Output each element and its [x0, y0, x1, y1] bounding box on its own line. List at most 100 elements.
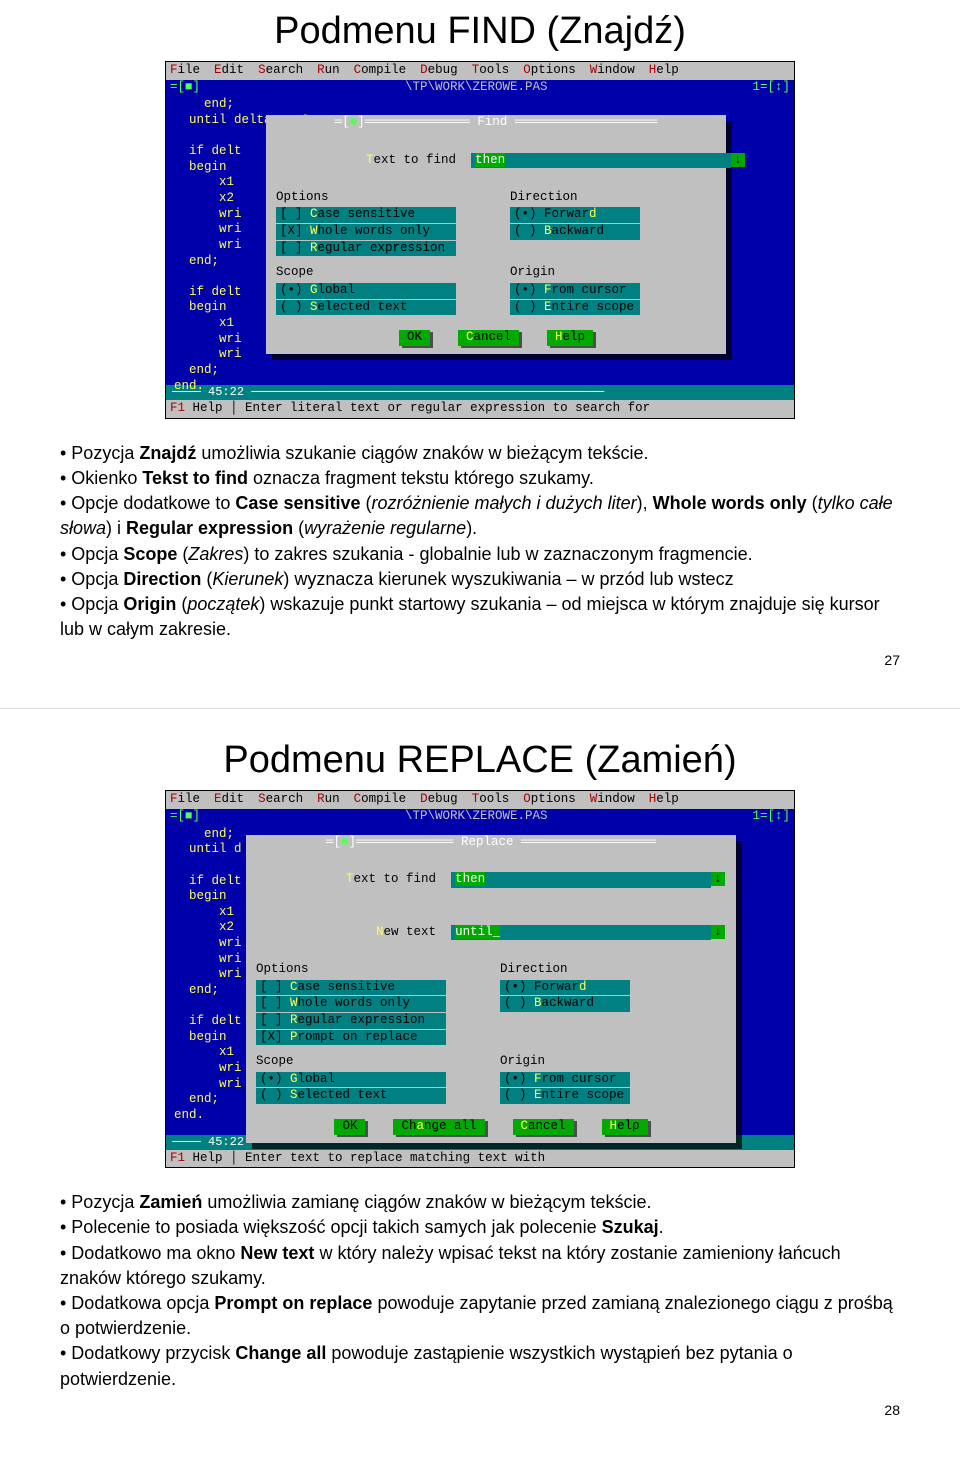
divider: [0, 708, 960, 709]
help-line: F1 Help │ Enter literal text or regular …: [166, 400, 794, 418]
menu-options[interactable]: Options: [523, 63, 576, 79]
title-bar: =[■] \TP\WORK\ZEROWE.PAS 1=[↕]: [166, 80, 794, 96]
options-group: Options [ ] Case sensitive[ ] Whole word…: [256, 962, 446, 1046]
window-max[interactable]: 1=[↕]: [752, 80, 790, 96]
change-all-button[interactable]: Change all: [393, 1119, 484, 1135]
option-item[interactable]: (•) Global: [256, 1072, 446, 1088]
title-bar: =[■] \TP\WORK\ZEROWE.PAS 1=[↕]: [166, 809, 794, 825]
menu-compile[interactable]: Compile: [354, 792, 407, 808]
page-title: Podmenu REPLACE (Zamień): [0, 739, 960, 782]
desc-line: • Polecenie to posiada większość opcji t…: [60, 1215, 900, 1240]
menu-help[interactable]: Help: [649, 63, 679, 79]
menu-file[interactable]: File: [170, 63, 200, 79]
replace-dialog: ═[■]═════════════ Replace ══════════════…: [246, 835, 736, 1143]
option-item[interactable]: [ ] Case sensitive: [256, 980, 446, 996]
option-item[interactable]: ( ) Backward: [500, 996, 630, 1012]
menu-search[interactable]: Search: [258, 63, 303, 79]
history-icon[interactable]: ↓: [711, 872, 725, 886]
menu-debug[interactable]: Debug: [420, 63, 458, 79]
option-item[interactable]: ( ) Backward: [510, 224, 640, 240]
code-line: end;: [174, 363, 786, 379]
option-item[interactable]: ( ) Selected text: [276, 300, 456, 316]
desc-line: • Pozycja Znajdź umożliwia szukanie ciąg…: [60, 441, 900, 466]
option-item[interactable]: [ ] Regular expression: [276, 241, 456, 257]
origin-group: Origin (•) From cursor( ) Entire scope: [500, 1054, 630, 1105]
window-max[interactable]: 1=[↕]: [752, 809, 790, 825]
slide-replace: Podmenu REPLACE (Zamień) File Edit Search R…: [0, 739, 960, 1417]
desc-line: • Opcja Direction (Kierunek) wyznacza ki…: [60, 567, 900, 592]
scope-group: Scope (•) Global( ) Selected text: [256, 1054, 446, 1105]
menu-bar: File Edit Search Run Compile Debug Tools Option…: [166, 791, 794, 809]
option-item[interactable]: ( ) Entire scope: [510, 300, 640, 316]
option-item[interactable]: [ ] Whole words only: [256, 996, 446, 1012]
menu-window[interactable]: Window: [590, 792, 635, 808]
description: • Pozycja Znajdź umożliwia szukanie ciąg…: [0, 431, 960, 653]
direction-group: Direction (•) Forward( ) Backward: [500, 962, 630, 1046]
find-dialog: ═[■]══════════════ Find ════════════════…: [266, 115, 726, 354]
menu-debug[interactable]: Debug: [420, 792, 458, 808]
new-text-input[interactable]: until_: [451, 925, 711, 941]
option-item[interactable]: (•) From cursor: [510, 283, 640, 299]
dialog-titlebar: ═[■]══════════════ Find ════════════════…: [266, 115, 726, 131]
dialog-titlebar: ═[■]═════════════ Replace ══════════════…: [246, 835, 736, 851]
window-close-icon[interactable]: =[■]: [170, 809, 200, 825]
ok-button[interactable]: OK: [399, 330, 430, 346]
option-item[interactable]: (•) Forward: [510, 207, 640, 223]
desc-line: • Okienko Tekst to find oznacza fragment…: [60, 466, 900, 491]
desc-line: • Dodatkowa opcja Prompt on replace powo…: [60, 1291, 900, 1341]
help-button[interactable]: Help: [602, 1119, 648, 1135]
history-icon[interactable]: ↓: [711, 925, 725, 939]
option-item[interactable]: [ ] Case sensitive: [276, 207, 456, 223]
close-icon[interactable]: ■: [341, 835, 349, 849]
cancel-button[interactable]: Cancel: [513, 1119, 574, 1135]
text-to-find-input[interactable]: then: [471, 153, 731, 169]
menu-options[interactable]: Options: [523, 792, 576, 808]
ok-button[interactable]: OK: [334, 1119, 365, 1135]
code-line: end.: [174, 379, 786, 395]
menu-window[interactable]: Window: [590, 63, 635, 79]
window-close-icon[interactable]: =[■]: [170, 80, 200, 96]
menu-run[interactable]: Run: [317, 63, 340, 79]
code-line: end;: [174, 97, 786, 113]
text-to-find-input[interactable]: then: [451, 872, 711, 888]
menu-help[interactable]: Help: [649, 792, 679, 808]
cancel-button[interactable]: Cancel: [458, 330, 519, 346]
option-item[interactable]: [X] Whole words only: [276, 224, 456, 240]
menu-file[interactable]: File: [170, 792, 200, 808]
option-item[interactable]: (•) From cursor: [500, 1072, 630, 1088]
menu-bar: File Edit Search Run Compile Debug Tools Option…: [166, 62, 794, 80]
option-item[interactable]: ( ) Selected text: [256, 1088, 446, 1104]
page-title: Podmenu FIND (Znajdź): [0, 10, 960, 53]
menu-edit[interactable]: Edit: [214, 792, 244, 808]
desc-line: • Opcja Scope (Zakres) to zakres szukani…: [60, 542, 900, 567]
option-item[interactable]: (•) Global: [276, 283, 456, 299]
description: • Pozycja Zamień umożliwia zamianę ciągó…: [0, 1180, 960, 1402]
desc-line: • Opcja Origin (początek) wskazuje punkt…: [60, 592, 900, 642]
scope-group: Scope (•) Global( ) Selected text: [276, 265, 456, 316]
menu-compile[interactable]: Compile: [354, 63, 407, 79]
option-item[interactable]: ( ) Entire scope: [500, 1088, 630, 1104]
help-button[interactable]: Help: [547, 330, 593, 346]
page-number: 28: [0, 1402, 960, 1418]
menu-edit[interactable]: Edit: [214, 63, 244, 79]
menu-tools[interactable]: Tools: [472, 792, 510, 808]
slide-find: Podmenu FIND (Znajdź) File Edit Search Run C…: [0, 10, 960, 668]
option-item[interactable]: [X] Prompt on replace: [256, 1030, 446, 1046]
menu-tools[interactable]: Tools: [472, 63, 510, 79]
desc-line: • Opcje dodatkowe to Case sensitive (roz…: [60, 491, 900, 541]
text-to-find-label: ext to find: [354, 872, 437, 886]
menu-run[interactable]: Run: [317, 792, 340, 808]
code-area: end; until d if delt begin x1 x2 wri wri…: [166, 825, 794, 1135]
options-group: Options [ ] Case sensitive[X] Whole word…: [276, 190, 456, 258]
history-icon[interactable]: ↓: [731, 153, 745, 167]
page-number: 27: [0, 652, 960, 668]
close-icon[interactable]: ■: [350, 115, 358, 129]
help-line: F1 Help │ Enter text to replace matching…: [166, 1150, 794, 1168]
option-item[interactable]: [ ] Regular expression: [256, 1013, 446, 1029]
option-item[interactable]: (•) Forward: [500, 980, 630, 996]
dos-screen: File Edit Search Run Compile Debug Tools Option…: [165, 61, 795, 419]
window-title: \TP\WORK\ZEROWE.PAS: [200, 80, 752, 96]
text-to-find-label: ext to find: [374, 153, 457, 167]
code-area: end; until delta >= 0; if delt begin x1 …: [166, 95, 794, 385]
menu-search[interactable]: Search: [258, 792, 303, 808]
